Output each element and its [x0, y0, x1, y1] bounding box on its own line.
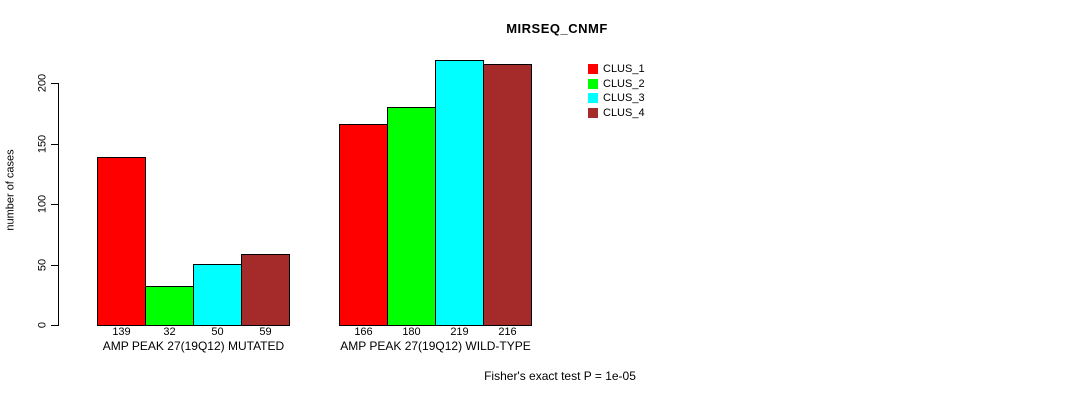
legend-label: CLUS_1: [603, 63, 645, 75]
y-tick-mark: [51, 144, 58, 145]
y-tick-label: 0: [36, 321, 49, 329]
y-tick-label: 150: [36, 134, 49, 154]
y-tick-mark: [51, 325, 58, 326]
y-tick-label: 50: [36, 258, 49, 272]
fisher-test-annotation: Fisher's exact test P = 1e-05: [484, 369, 636, 383]
bar-clus_3-group2: [435, 60, 484, 326]
bar-clus_3-group1: [193, 264, 242, 326]
bar-clus_4-group2: [483, 64, 532, 326]
bar-clus_2-group2: [387, 107, 436, 326]
bar-clus_4-group1: [241, 254, 290, 326]
bar-value-label: 32: [163, 326, 176, 338]
y-axis-line: [58, 83, 59, 326]
y-tick-mark: [51, 265, 58, 266]
bar-value-label: 59: [259, 326, 272, 338]
y-tick-mark: [51, 204, 58, 205]
bar-value-label: 50: [211, 326, 224, 338]
legend-swatch-clus_3: [588, 93, 598, 103]
bar-value-label: 166: [354, 326, 373, 338]
bar-clus_2-group1: [145, 286, 194, 326]
bar-clus_1-group1: [97, 157, 146, 326]
legend-label: CLUS_3: [603, 92, 645, 104]
y-tick-label: 100: [36, 194, 49, 214]
chart-title: MIRSEQ_CNMF: [506, 21, 608, 36]
legend-swatch-clus_2: [588, 78, 598, 89]
y-tick-mark: [51, 83, 58, 84]
legend-swatch-clus_4: [588, 107, 598, 118]
bar-clus_1-group2: [339, 124, 388, 326]
y-tick-label: 200: [36, 73, 49, 93]
legend-label: CLUS_2: [603, 77, 645, 90]
legend-swatch-clus_1: [588, 64, 598, 74]
bar-value-label: 180: [402, 326, 421, 338]
x-category-label: AMP PEAK 27(19Q12) MUTATED: [102, 339, 285, 353]
x-category-label: AMP PEAK 27(19Q12) WILD-TYPE: [340, 339, 531, 353]
y-axis-title: number of cases: [4, 149, 17, 231]
bar-value-label: 139: [112, 326, 131, 338]
legend-label: CLUS_4: [603, 106, 645, 119]
bar-value-label: 216: [498, 326, 517, 338]
bar-value-label: 219: [450, 326, 469, 338]
